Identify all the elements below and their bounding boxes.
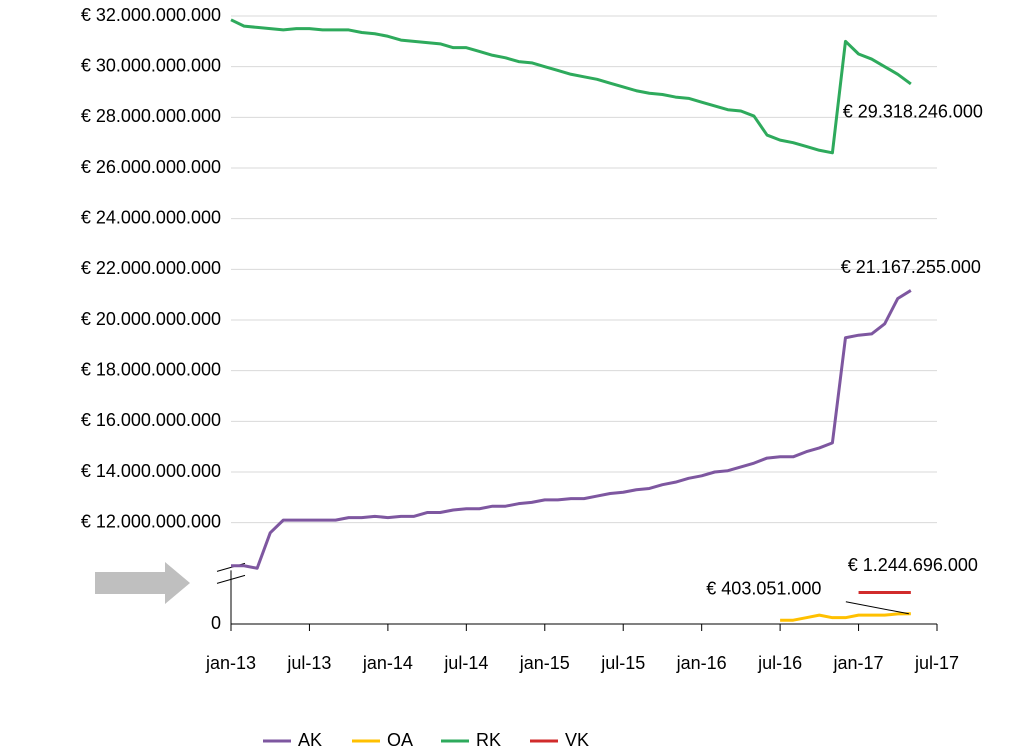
legend-label: VK: [565, 730, 589, 750]
leader-line: [845, 601, 909, 615]
series-line: [231, 289, 912, 570]
axis-break-mark: [216, 574, 246, 584]
data-label: € 29.318.246.000: [843, 102, 983, 122]
data-label: € 1.244.696.000: [848, 555, 978, 575]
y-tick-label: € 32.000.000.000: [81, 5, 221, 25]
x-tick-label: jul-17: [914, 653, 959, 673]
y-tick-label: € 20.000.000.000: [81, 309, 221, 329]
x-tick-label: jul-14: [443, 653, 488, 673]
x-tick-label: jan-15: [519, 653, 570, 673]
series-line: [780, 612, 911, 622]
x-tick-label: jan-14: [362, 653, 413, 673]
y-tick-label: € 14.000.000.000: [81, 461, 221, 481]
y-tick-label: 0: [211, 613, 221, 633]
data-label: € 21.167.255.000: [841, 257, 981, 277]
y-tick-label: € 28.000.000.000: [81, 106, 221, 126]
x-tick-label: jan-16: [676, 653, 727, 673]
legend-label: OA: [387, 730, 413, 750]
y-tick-label: € 24.000.000.000: [81, 207, 221, 227]
x-tick-label: jul-15: [600, 653, 645, 673]
data-label: € 403.051.000: [706, 579, 821, 599]
y-tick-label: € 30.000.000.000: [81, 55, 221, 75]
y-tick-label: € 26.000.000.000: [81, 157, 221, 177]
series-line: [230, 18, 912, 155]
y-tick-label: € 16.000.000.000: [81, 410, 221, 430]
arrow: [95, 562, 190, 604]
x-tick-label: jul-16: [757, 653, 802, 673]
x-tick-label: jan-17: [833, 653, 884, 673]
y-tick-label: € 18.000.000.000: [81, 359, 221, 379]
y-tick-label: € 12.000.000.000: [81, 511, 221, 531]
legend-label: RK: [476, 730, 501, 750]
x-tick-label: jul-13: [286, 653, 331, 673]
y-tick-label: € 22.000.000.000: [81, 258, 221, 278]
legend-label: AK: [298, 730, 322, 750]
x-tick-label: jan-13: [205, 653, 256, 673]
